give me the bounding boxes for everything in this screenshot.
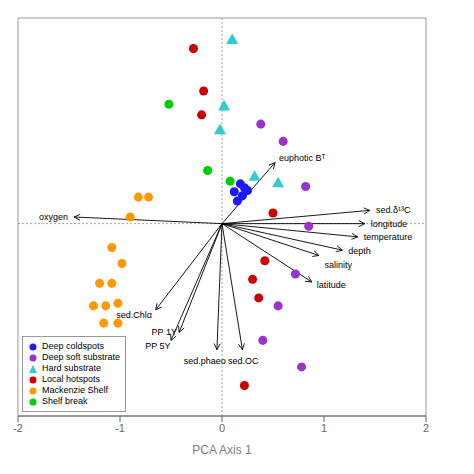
html-text:Deep soft substrate: Deep soft substrate: [42, 352, 120, 362]
svg-text:0: 0: [219, 422, 225, 434]
svg-text:-2: -2: [13, 422, 23, 434]
svg-text:salinity: salinity: [325, 260, 353, 270]
svg-text:2: 2: [423, 422, 429, 434]
svg-text:longitude: longitude: [371, 219, 408, 229]
svg-text:latitude: latitude: [317, 280, 346, 290]
html-text:Deep coldspots: Deep coldspots: [42, 341, 104, 351]
svg-text:sed.phaeo: sed.phaeo: [184, 356, 226, 366]
svg-text:PP 1Y: PP 1Y: [152, 327, 177, 337]
svg-text:sed.δ¹³C: sed.δ¹³C: [376, 205, 411, 215]
svg-text:PCA Axis 1: PCA Axis 1: [192, 443, 252, 457]
svg-text:temperature: temperature: [364, 232, 413, 242]
svg-text:depth: depth: [348, 246, 371, 256]
html-text:Mackenzie Shelf: Mackenzie Shelf: [42, 385, 108, 395]
svg-text:sed.Chlα: sed.Chlα: [116, 310, 152, 320]
svg-text:-1: -1: [115, 422, 125, 434]
svg-text:sed.OC: sed.OC: [228, 356, 259, 366]
html-text:Shelf break: Shelf break: [42, 396, 88, 406]
svg-text:PP 5Y: PP 5Y: [145, 341, 170, 351]
html-text:Hard substrate: Hard substrate: [42, 363, 101, 373]
svg-text:1: 1: [321, 422, 327, 434]
svg-text:euphotic Bᵀ: euphotic Bᵀ: [279, 153, 326, 163]
html-text:Local hotspots: Local hotspots: [42, 374, 100, 384]
svg-text:oxygen: oxygen: [39, 212, 68, 222]
